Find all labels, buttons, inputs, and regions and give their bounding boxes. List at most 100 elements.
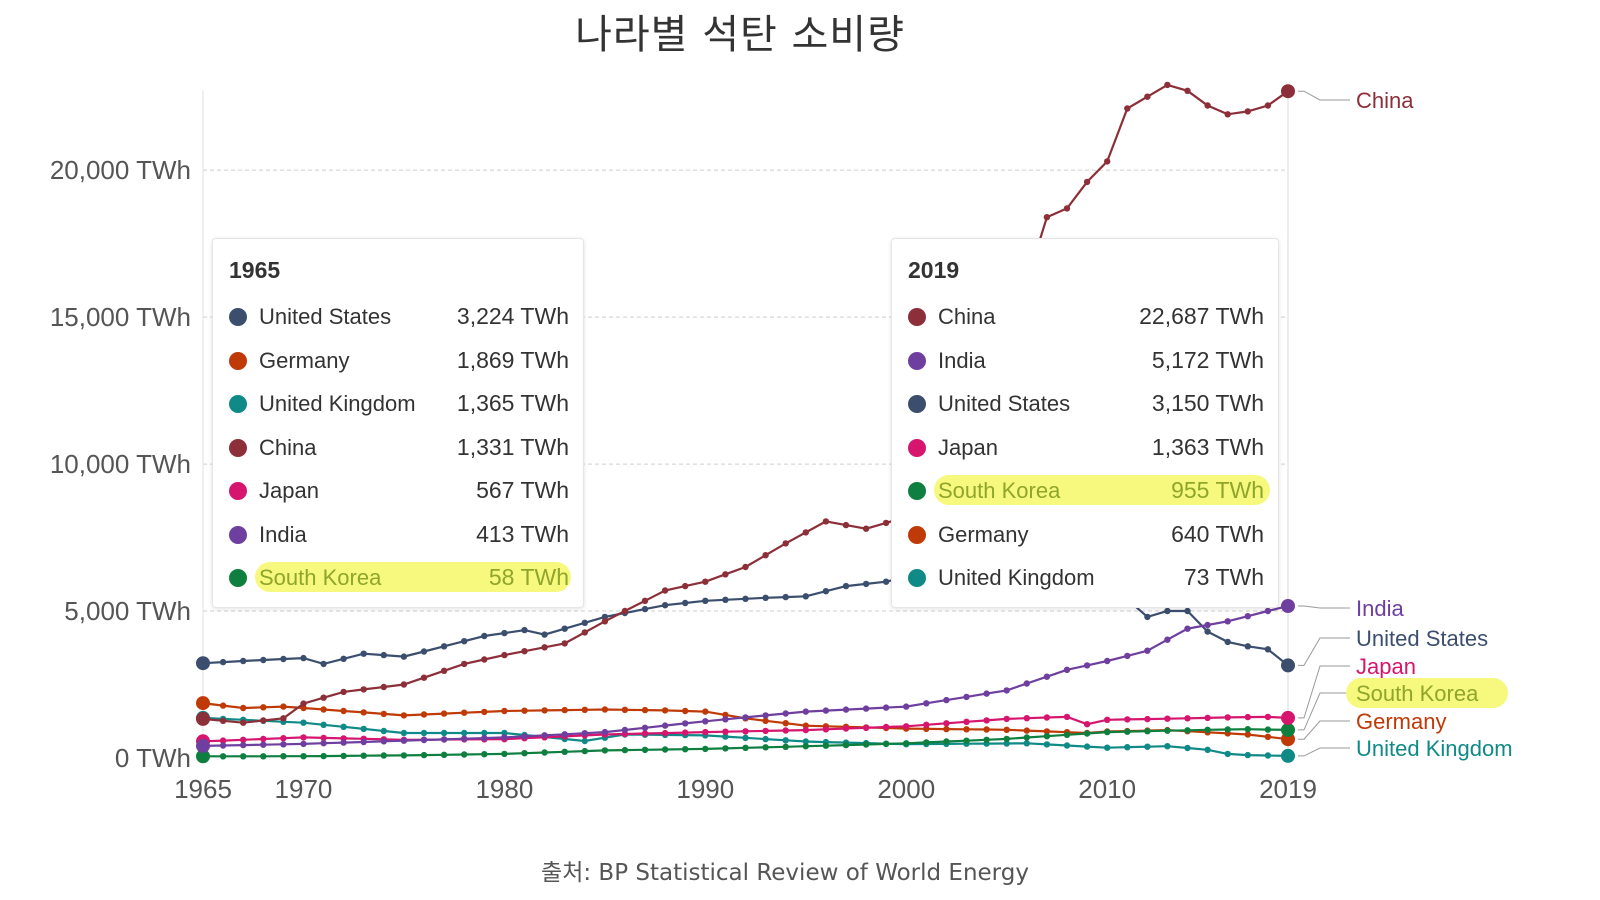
- data-point: [501, 734, 508, 741]
- data-point: [802, 743, 809, 750]
- data-point: [882, 519, 890, 527]
- legend-dot: [229, 525, 247, 544]
- data-point: [1224, 618, 1231, 625]
- data-point: [822, 742, 830, 749]
- data-point: [802, 593, 809, 600]
- data-point: [461, 735, 468, 742]
- data-point: [380, 727, 387, 735]
- data-point: [862, 705, 870, 712]
- legend-dot: [229, 569, 247, 587]
- data-point: [1164, 636, 1171, 643]
- tooltip-row: China 1,331 TWh: [213, 431, 583, 465]
- data-point: [219, 742, 227, 749]
- tooltip-value: 1,365 TWh: [456, 390, 569, 416]
- data-point: [280, 753, 287, 760]
- series-south-korea: [196, 722, 1295, 764]
- tooltip-2019: 2019 China 22,687 TWh India 5,172 TWh United …: [891, 238, 1279, 608]
- data-point: [541, 749, 548, 756]
- data-point: [702, 708, 709, 715]
- data-point: [1104, 716, 1111, 723]
- data-point: [440, 643, 448, 650]
- data-point: [903, 703, 910, 710]
- data-point: [1104, 158, 1111, 165]
- data-point: [1144, 743, 1151, 750]
- data-point: [601, 747, 609, 754]
- data-point: [782, 540, 789, 547]
- data-point: [380, 752, 387, 759]
- legend-dot: [908, 351, 926, 370]
- data-point: [762, 712, 769, 719]
- data-point: [1224, 638, 1231, 646]
- data-point: [943, 720, 950, 727]
- data-point: [1244, 613, 1252, 620]
- data-point: [320, 706, 327, 713]
- data-point: [641, 706, 649, 714]
- data-point: [661, 602, 669, 609]
- data-point: [581, 706, 588, 713]
- data-point: [240, 753, 247, 760]
- data-point: [300, 740, 307, 748]
- data-point: [380, 710, 387, 718]
- data-point: [641, 597, 649, 604]
- data-point: [722, 733, 729, 740]
- data-point: [722, 716, 729, 723]
- data-point: [260, 704, 267, 711]
- data-point: [862, 741, 870, 748]
- data-point: [320, 740, 327, 747]
- data-point: [219, 753, 227, 760]
- tooltip-country: Germany: [259, 347, 350, 373]
- data-point: [682, 746, 689, 753]
- tooltip-country: India: [259, 521, 307, 547]
- tooltip-country: Japan: [259, 478, 319, 503]
- data-point: [1083, 721, 1091, 728]
- data-point: [440, 729, 448, 737]
- data-point: [581, 737, 588, 745]
- data-point: [842, 582, 850, 590]
- label-connector: [1298, 747, 1350, 757]
- data-point: [380, 738, 387, 745]
- data-point: [260, 741, 267, 748]
- data-point: [521, 648, 528, 655]
- data-point: [641, 730, 649, 737]
- data-point: [521, 750, 528, 757]
- data-point: [1144, 93, 1151, 100]
- legend-dot: [908, 569, 926, 587]
- data-point: [963, 693, 970, 701]
- series-lines: [196, 81, 1295, 764]
- data-point: [1204, 628, 1211, 635]
- series-end-point: [1281, 722, 1295, 737]
- label-connector: [1298, 665, 1350, 719]
- data-point: [1264, 607, 1272, 615]
- data-point: [682, 720, 689, 727]
- series-end-point: [1281, 748, 1295, 763]
- tooltip-value: 1,363 TWh: [1151, 433, 1264, 460]
- data-point: [581, 629, 588, 636]
- series-end-point: [1281, 599, 1295, 613]
- data-point: [400, 729, 408, 737]
- data-point: [762, 744, 769, 751]
- legend-dot: [229, 308, 247, 326]
- data-point: [1124, 744, 1131, 751]
- y-tick-label: 5,000 TWh: [64, 596, 191, 626]
- data-point: [601, 613, 609, 621]
- series-end-label: United States: [1356, 626, 1488, 651]
- data-point: [360, 650, 367, 657]
- series-end-label: Germany: [1356, 709, 1446, 734]
- data-point: [440, 736, 448, 743]
- data-point: [802, 529, 809, 536]
- data-point: [1083, 730, 1091, 737]
- data-point: [481, 734, 488, 742]
- data-point: [240, 657, 247, 665]
- data-point: [882, 723, 890, 731]
- tooltip-row: United Kingdom 1,365 TWh: [213, 387, 583, 421]
- data-point: [300, 719, 307, 726]
- data-point: [702, 578, 709, 585]
- data-point: [561, 625, 568, 632]
- tooltip-row: Germany 640 TWh: [892, 518, 1278, 552]
- data-point: [1063, 731, 1071, 738]
- legend-dot: [908, 525, 926, 544]
- data-point: [621, 607, 629, 615]
- data-point: [1184, 625, 1191, 632]
- data-point: [923, 700, 930, 707]
